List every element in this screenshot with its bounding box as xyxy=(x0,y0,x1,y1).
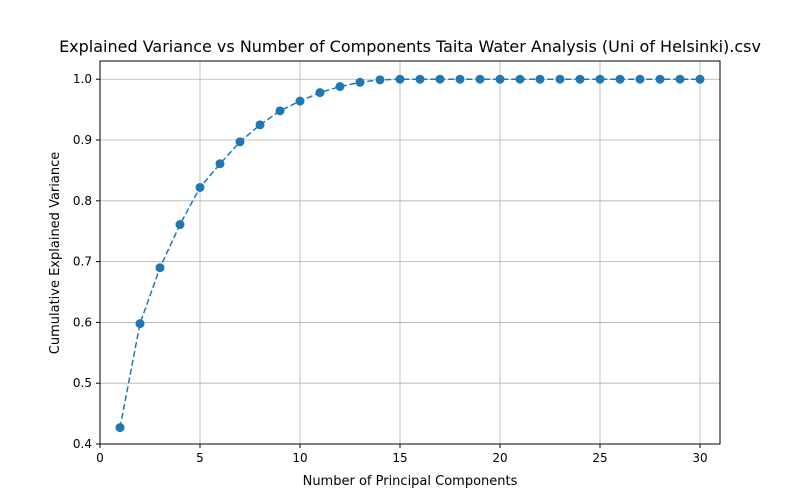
data-point-28 xyxy=(655,74,665,84)
y-tick-label-0: 0.4 xyxy=(73,437,92,451)
data-point-3 xyxy=(155,263,165,273)
x-tick-label-6: 30 xyxy=(692,451,707,465)
axes: 0 5 10 15 20 25 30 0.4 0.5 0.6 0.7 0.8 0.9 1.0 xyxy=(73,60,721,465)
y-tick-label-2: 0.6 xyxy=(73,315,92,329)
data-point-26 xyxy=(615,74,625,84)
y-tick-label-5: 0.9 xyxy=(73,133,92,147)
y-tick-label-1: 0.5 xyxy=(73,376,92,390)
data-point-29 xyxy=(675,74,685,84)
x-tick-label-3: 15 xyxy=(392,451,407,465)
x-tick-label-5: 25 xyxy=(592,451,607,465)
data-point-20 xyxy=(495,74,505,84)
x-tick-label-4: 20 xyxy=(492,451,507,465)
data-point-23 xyxy=(555,74,565,84)
data-point-13 xyxy=(355,77,365,87)
data-point-4 xyxy=(175,220,185,230)
data-point-11 xyxy=(315,88,325,98)
data-point-10 xyxy=(295,96,305,106)
data-point-1 xyxy=(115,423,125,433)
data-point-15 xyxy=(395,74,405,84)
series-markers xyxy=(115,74,705,433)
data-point-24 xyxy=(575,74,585,84)
data-point-25 xyxy=(595,74,605,84)
x-tick-label-2: 10 xyxy=(292,451,307,465)
y-tick-label-4: 0.8 xyxy=(73,194,92,208)
data-point-30 xyxy=(695,74,705,84)
data-point-6 xyxy=(215,159,225,169)
chart-title: Explained Variance vs Number of Componen… xyxy=(59,37,761,56)
y-tick-label-3: 0.7 xyxy=(73,255,92,269)
data-point-27 xyxy=(635,74,645,84)
y-tick-label-6: 1.0 xyxy=(73,72,92,86)
data-point-2 xyxy=(135,319,145,329)
data-point-17 xyxy=(435,74,445,84)
data-point-14 xyxy=(375,75,385,85)
data-point-12 xyxy=(335,82,345,92)
data-point-16 xyxy=(415,74,425,84)
data-point-18 xyxy=(455,74,465,84)
x-tick-label-1: 5 xyxy=(196,451,204,465)
x-axis-label: Number of Principal Components xyxy=(303,474,518,489)
y-axis-label: Cumulative Explained Variance xyxy=(48,152,63,354)
data-point-7 xyxy=(235,137,245,147)
x-tick-label-0: 0 xyxy=(96,451,104,465)
data-point-19 xyxy=(475,74,485,84)
data-point-9 xyxy=(275,106,285,116)
data-point-8 xyxy=(255,120,265,130)
data-point-21 xyxy=(515,74,525,84)
plot-frame xyxy=(99,60,721,445)
data-point-22 xyxy=(535,74,545,84)
data-point-5 xyxy=(195,182,205,192)
